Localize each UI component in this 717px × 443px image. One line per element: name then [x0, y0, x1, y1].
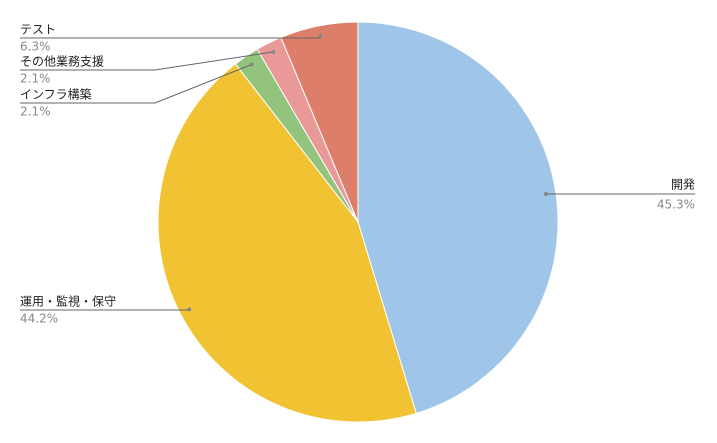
slice-name: テスト [20, 23, 56, 37]
slice-name: 運用・監視・保守 [20, 294, 116, 309]
leader-dot [318, 33, 323, 38]
leader-dot [543, 192, 548, 197]
leader-line [20, 64, 252, 104]
pie-slice [157, 63, 417, 423]
slice-percent: 6.3% [20, 40, 51, 54]
slice-name: その他業務支援 [20, 55, 104, 69]
slice-percent: 2.1% [20, 105, 51, 119]
leader-line [20, 35, 322, 39]
leader-dot [271, 49, 276, 54]
pie-slice [280, 21, 359, 223]
slice-percent: 44.2% [20, 312, 58, 326]
slice-percent: 2.1% [20, 72, 51, 86]
slice-percent: 45.3% [657, 198, 695, 212]
slice-name: 開発 [671, 178, 695, 192]
leader-dot [187, 307, 192, 312]
leader-dot [249, 62, 254, 67]
leader-line [20, 51, 274, 71]
leader-line [20, 309, 190, 311]
slice-name: インフラ構築 [20, 87, 92, 102]
pie-slice [357, 21, 559, 414]
